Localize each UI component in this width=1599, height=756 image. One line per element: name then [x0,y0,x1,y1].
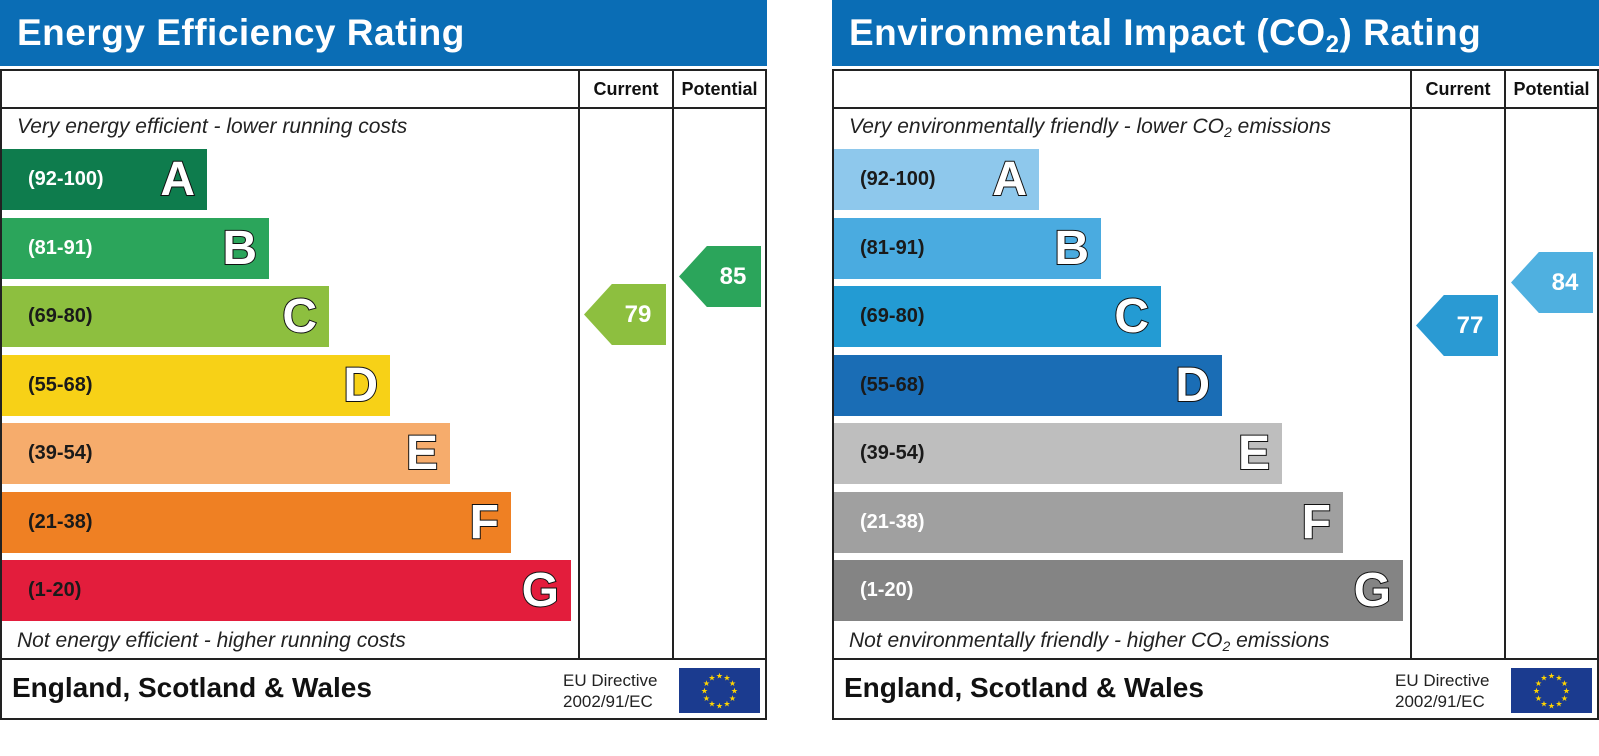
band-range-label: (1-20) [860,579,914,601]
band-letter-label: F [469,495,500,550]
chart-title: Environmental Impact (CO2) Rating [832,0,1599,66]
eu-star-icon: ★ [1555,674,1562,683]
column-header-potential: Potential [681,79,758,99]
band-d: (55-68) D [2,354,390,416]
band-f: (21-38) F [834,491,1343,553]
region-label: England, Scotland & Wales [844,672,1204,703]
top-note: Very energy efficient - lower running co… [17,115,408,138]
band-letter-label: E [405,426,439,481]
environmental-impact-chart: Environmental Impact (CO2) Rating Curren… [832,0,1599,720]
band-c: (69-80) C [2,286,329,347]
eu-star-icon: ★ [723,700,730,709]
eu-star-icon: ★ [1548,702,1555,711]
eu-star-icon: ★ [708,674,715,683]
column-header-current: Current [593,79,659,99]
band-f: (21-38) F [2,491,511,553]
band-g: (1-20) G [834,560,1403,621]
chart-title: Energy Efficiency Rating [0,0,767,66]
eu-star-icon: ★ [703,694,710,703]
band-range-label: (69-80) [860,305,925,327]
eu-star-icon: ★ [1548,672,1555,681]
band-b: (81-91) B [834,217,1101,279]
band-range-label: (39-54) [860,442,925,464]
band-letter-label: F [1301,495,1332,550]
band-range-label: (55-68) [28,373,93,396]
eu-star-icon: ★ [729,679,736,688]
eu-star-icon: ★ [1555,700,1562,709]
eu-star-icon: ★ [729,694,736,703]
eu-star-icon: ★ [1540,700,1547,709]
eu-flag-icon: ★ ★ ★ ★ ★ ★ ★ ★ ★ ★ ★ ★ [679,668,760,713]
band-range-label: (39-54) [28,442,93,464]
eu-star-icon: ★ [1563,687,1570,696]
band-range-label: (21-38) [28,510,93,533]
eu-star-icon: ★ [1535,694,1542,703]
divider [832,107,1599,109]
band-letter-label: C [1113,289,1150,344]
divider [1504,69,1506,658]
divider [1410,69,1412,658]
band-e: (39-54) E [834,423,1282,484]
band-range-label: (21-38) [860,510,925,533]
band-a: (92-100) A [834,149,1039,210]
bottom-note: Not energy efficient - higher running co… [17,629,406,652]
eu-directive-text: EU Directive 2002/91/EC [563,671,658,711]
bottom-note: Not environmentally friendly - higher CO… [849,629,1330,654]
column-header-current: Current [1425,79,1491,99]
band-letter-label: E [1237,426,1271,481]
band-c: (69-80) C [834,286,1161,347]
band-d: (55-68) D [834,354,1222,416]
eu-star-icon: ★ [1533,687,1540,696]
eu-star-icon: ★ [723,674,730,683]
band-letter-label: D [342,358,379,413]
eu-star-icon: ★ [716,672,723,681]
band-letter-label: A [991,152,1028,207]
divider [672,69,674,658]
band-letter-label: D [1174,358,1211,413]
band-letter-label: G [1353,563,1392,618]
band-letter-label: A [159,152,196,207]
eu-star-icon: ★ [708,700,715,709]
divider [832,658,1599,660]
eu-directive-text: EU Directive 2002/91/EC [1395,671,1490,711]
eu-star-icon: ★ [1535,679,1542,688]
eu-star-icon: ★ [731,687,738,696]
band-letter-label: C [281,289,318,344]
band-g: (1-20) G [2,560,571,621]
divider [0,658,767,660]
band-range-label: (69-80) [28,305,93,327]
divider [0,107,767,109]
energy-efficiency-chart: Energy Efficiency Rating Current Potenti… [0,0,767,720]
band-letter-label: G [521,563,560,618]
band-letter-label: B [1053,221,1090,276]
eu-star-icon: ★ [703,679,710,688]
band-range-label: (1-20) [28,579,82,601]
eu-flag-icon: ★ ★ ★ ★ ★ ★ ★ ★ ★ ★ ★ ★ [1511,668,1592,713]
top-note: Very environmentally friendly - lower CO… [849,115,1332,140]
band-letter-label: B [221,221,258,276]
eu-star-icon: ★ [716,702,723,711]
band-range-label: (92-100) [860,168,936,190]
eu-star-icon: ★ [1561,679,1568,688]
band-range-label: (92-100) [28,168,104,190]
band-range-label: (81-91) [28,236,93,259]
band-b: (81-91) B [2,217,269,279]
band-a: (92-100) A [2,149,207,210]
column-header-potential: Potential [1513,79,1590,99]
region-label: England, Scotland & Wales [12,672,372,703]
band-e: (39-54) E [2,423,450,484]
eu-star-icon: ★ [1561,694,1568,703]
eu-star-icon: ★ [1540,674,1547,683]
divider [578,69,580,658]
eu-star-icon: ★ [701,687,708,696]
band-range-label: (81-91) [860,236,925,259]
band-range-label: (55-68) [860,373,925,396]
